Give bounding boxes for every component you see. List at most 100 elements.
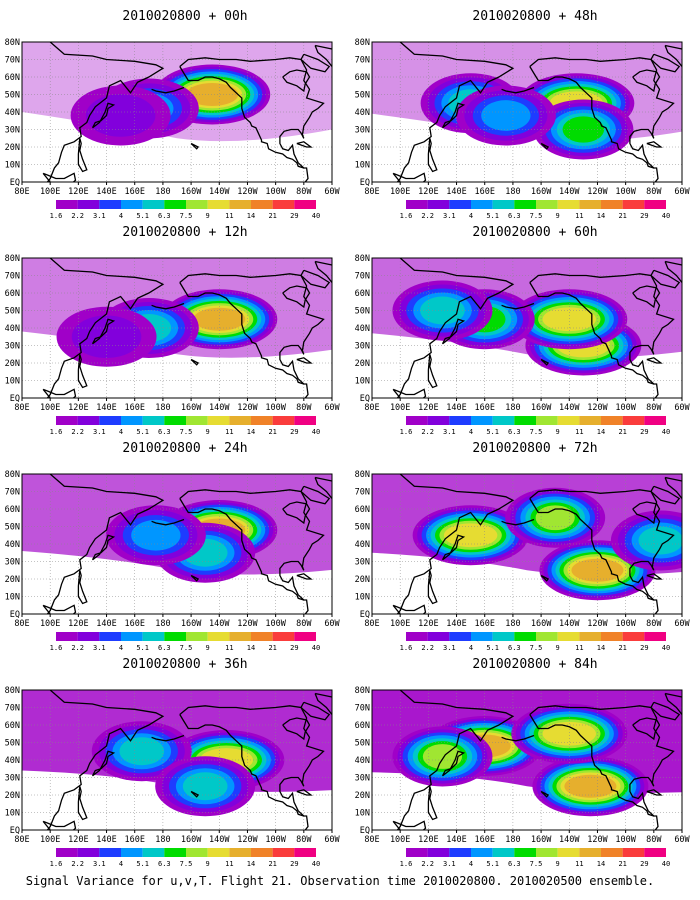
- lat-tick-label: 70N: [5, 56, 20, 66]
- variance-contour: [535, 505, 575, 531]
- lon-tick-label: 160W: [531, 835, 552, 845]
- graticule: [22, 42, 332, 182]
- coastline: [179, 282, 304, 385]
- colorbar-swatch: [622, 848, 645, 857]
- graticule: [372, 42, 682, 182]
- lat-tick-label: EQ: [360, 178, 370, 188]
- lon-tick-label: 120E: [68, 835, 88, 845]
- colorbar-label: 9: [206, 860, 210, 868]
- variance-contour: [182, 772, 228, 801]
- lat-tick-label: 70N: [355, 704, 370, 714]
- colorbar-label: 3.1: [443, 428, 456, 436]
- variance-field: [372, 474, 682, 614]
- colorbar-swatch: [644, 416, 666, 425]
- lat-tick-label: 10N: [355, 161, 370, 171]
- lon-tick-label: 80W: [646, 835, 662, 845]
- coastline: [632, 717, 661, 741]
- lat-tick-label: 40N: [5, 324, 20, 334]
- colorbar-label: 5.1: [136, 212, 149, 220]
- colorbar-label: 9: [556, 428, 560, 436]
- colorbar-swatch: [622, 200, 645, 209]
- colorbar-swatch: [251, 848, 273, 857]
- colorbar-swatch: [229, 848, 251, 857]
- lon-tick-label: 80W: [646, 403, 662, 413]
- colorbar-label: 14: [247, 212, 255, 220]
- lon-tick-label: 80E: [364, 403, 379, 413]
- colorbar-label: 4: [119, 860, 123, 868]
- coastline: [296, 789, 313, 796]
- colorbar-label: 14: [597, 212, 605, 220]
- coastline: [664, 692, 682, 716]
- colorbar-label: 11: [575, 644, 583, 652]
- colorbar-label: 9: [556, 212, 560, 220]
- colorbar-label: 40: [312, 644, 320, 652]
- panel-title: 2010020800 + 24h: [122, 441, 247, 456]
- colorbar-swatch: [142, 632, 165, 641]
- colorbar-label: 2.2: [71, 212, 84, 220]
- colorbar-swatch: [164, 416, 186, 425]
- lon-tick-label: 100W: [265, 403, 286, 413]
- lon-tick-label: 180: [155, 835, 170, 845]
- colorbar-label: 6.3: [158, 428, 171, 436]
- coastline: [396, 690, 515, 830]
- variance-contour: [131, 519, 181, 551]
- lon-tick-label: 100W: [265, 835, 286, 845]
- lat-tick-label: 30N: [5, 126, 20, 136]
- coastline: [646, 789, 663, 796]
- lat-tick-label: 50N: [5, 739, 20, 749]
- panel-201002080000h: 2010020800 + 00h 80E 100E 120E 140E 160E 180 16…: [5, 9, 341, 220]
- coastline: [296, 141, 313, 148]
- colorbar-label: 3.1: [443, 212, 456, 220]
- lat-tick-label: 40N: [355, 756, 370, 766]
- colorbar-swatch: [229, 416, 251, 425]
- coastline: [77, 354, 88, 389]
- colorbar-label: 21: [268, 860, 276, 868]
- colorbar-label: 21: [618, 860, 626, 868]
- colorbar-label: 11: [225, 428, 233, 436]
- variance-field: [372, 690, 682, 830]
- lat-tick-label: 50N: [5, 523, 20, 533]
- panel-title: 2010020800 + 12h: [122, 225, 247, 240]
- colorbar-label: 1.6: [50, 428, 63, 436]
- colorbar-swatch: [229, 632, 251, 641]
- colorbar-label: 7.5: [530, 212, 543, 220]
- colorbar-swatch: [492, 848, 515, 857]
- lat-tick-label: 50N: [5, 307, 20, 317]
- lon-tick-label: 160W: [531, 403, 552, 413]
- lon-tick-label: 80W: [646, 187, 662, 197]
- panel-title: 2010020800 + 72h: [472, 441, 597, 456]
- lon-tick-label: 100E: [40, 619, 60, 629]
- plot-frame: [371, 41, 683, 183]
- colorbar-swatch: [77, 200, 100, 209]
- coastline: [46, 258, 165, 398]
- colorbar-label: 7.5: [180, 212, 193, 220]
- colorbar-swatch: [56, 848, 78, 857]
- lon-tick-label: 120W: [587, 403, 608, 413]
- coastline: [441, 534, 466, 561]
- lon-tick-label: 160E: [474, 187, 494, 197]
- lat-tick-label: 40N: [5, 108, 20, 118]
- lon-tick-label: 60W: [324, 835, 340, 845]
- colorbar-label: 6.3: [158, 644, 171, 652]
- lat-tick-label: 80N: [355, 470, 370, 480]
- colorbar-label: 21: [618, 644, 626, 652]
- lon-tick-label: 100W: [265, 619, 286, 629]
- colorbar-swatch: [536, 200, 558, 209]
- colorbar-label: 14: [247, 428, 255, 436]
- lon-tick-label: 80E: [364, 835, 379, 845]
- lat-tick-label: 30N: [5, 774, 20, 784]
- lon-tick-label: 140E: [96, 835, 116, 845]
- lon-tick-label: 80E: [14, 187, 29, 197]
- colorbar-swatch: [229, 200, 251, 209]
- coastline: [540, 790, 550, 798]
- coastline: [151, 86, 185, 94]
- colorbar-label: 1.6: [400, 644, 413, 652]
- lon-tick-label: 80W: [296, 835, 312, 845]
- colorbar-label: 7.5: [530, 860, 543, 868]
- coastline: [529, 705, 675, 830]
- coastline: [91, 750, 116, 777]
- lon-tick-label: 120W: [237, 835, 258, 845]
- coastline: [42, 604, 77, 614]
- lon-tick-label: 120E: [68, 187, 88, 197]
- lon-tick-label: 140E: [446, 187, 466, 197]
